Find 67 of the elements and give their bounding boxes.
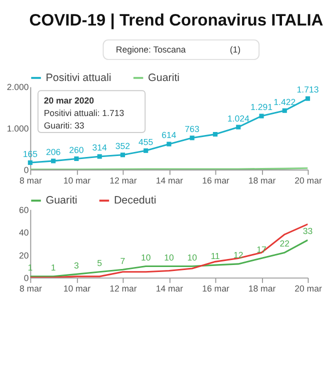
point	[97, 154, 102, 159]
y-tick-label: 2.000	[6, 82, 29, 92]
legend-label: Guariti	[46, 194, 78, 207]
data-label: 1	[50, 262, 56, 273]
point	[166, 142, 172, 146]
point	[305, 96, 310, 101]
data-label: 17	[256, 244, 266, 254]
data-label: 22	[280, 238, 290, 249]
x-tick-label: 14 mar	[156, 176, 184, 186]
data-label: 7	[120, 256, 126, 266]
x-tick-label: 10 mar	[63, 176, 91, 186]
chart-title: COVID-19 | Trend Coronavirus ITALIA	[29, 10, 324, 30]
data-label: 10	[187, 252, 198, 262]
point	[236, 124, 241, 130]
data-label: 11	[210, 251, 220, 262]
x-tick-label: 8 mar	[19, 284, 42, 294]
x-tick-label: 12 mar	[110, 176, 137, 186]
point	[28, 160, 32, 165]
x-tick-label: 10 mar	[63, 284, 91, 294]
data-label: 165	[22, 148, 38, 159]
x-tick-label: 20 mar	[294, 176, 322, 186]
point	[144, 148, 148, 153]
y-tick-label: 60	[18, 204, 29, 215]
point	[259, 114, 264, 118]
legend-label: Deceduti	[114, 194, 156, 207]
data-label: 1.024	[227, 113, 250, 124]
x-tick-label: 12 mar	[110, 284, 137, 294]
data-label: 314	[92, 142, 108, 153]
annotation: 20 mar 2020	[44, 95, 94, 106]
point	[120, 152, 125, 158]
x-tick-label: 8 mar	[19, 176, 42, 186]
data-label: 206	[46, 147, 61, 158]
point	[51, 158, 56, 164]
y-tick-label: 40	[18, 228, 29, 238]
y-tick-label: 1.000	[6, 123, 29, 134]
x-tick-label: 16 mar	[202, 284, 230, 294]
data-label: 3	[74, 260, 80, 270]
data-label: 352	[115, 141, 130, 152]
data-label: 5	[97, 258, 102, 268]
annotation: Positivi attuali: 1.713	[44, 108, 124, 118]
text: Regione: Toscana	[116, 44, 186, 55]
y-tick-label: 0	[24, 272, 29, 283]
data-label: 455	[138, 136, 154, 147]
x-tick-label: 14 mar	[156, 284, 184, 294]
annotation: Guariti: 33	[44, 120, 84, 131]
text: (1)	[230, 44, 241, 55]
y-tick-label: 0	[24, 164, 29, 175]
point	[212, 132, 218, 137]
point	[74, 156, 79, 161]
data-label: 260	[69, 144, 84, 155]
legend-label: Positivi attuali	[46, 72, 112, 84]
x-tick-label: 18 mar	[248, 284, 276, 294]
data-label: 10	[164, 252, 174, 262]
data-label: 1.422	[274, 96, 296, 107]
point	[282, 108, 287, 113]
x-tick-label: 18 mar	[248, 176, 276, 186]
data-label: 1.713	[296, 84, 319, 95]
data-label: 33	[302, 226, 313, 236]
data-label: 10	[140, 252, 151, 262]
y-tick-label: 20	[18, 250, 29, 260]
data-label: 763	[184, 124, 200, 134]
data-label: 1.291	[250, 102, 273, 112]
x-tick-label: 20 mar	[294, 284, 322, 294]
legend-label: Guariti	[148, 72, 180, 84]
x-tick-label: 16 mar	[202, 176, 230, 186]
point	[190, 136, 194, 140]
data-label: 614	[162, 130, 176, 140]
